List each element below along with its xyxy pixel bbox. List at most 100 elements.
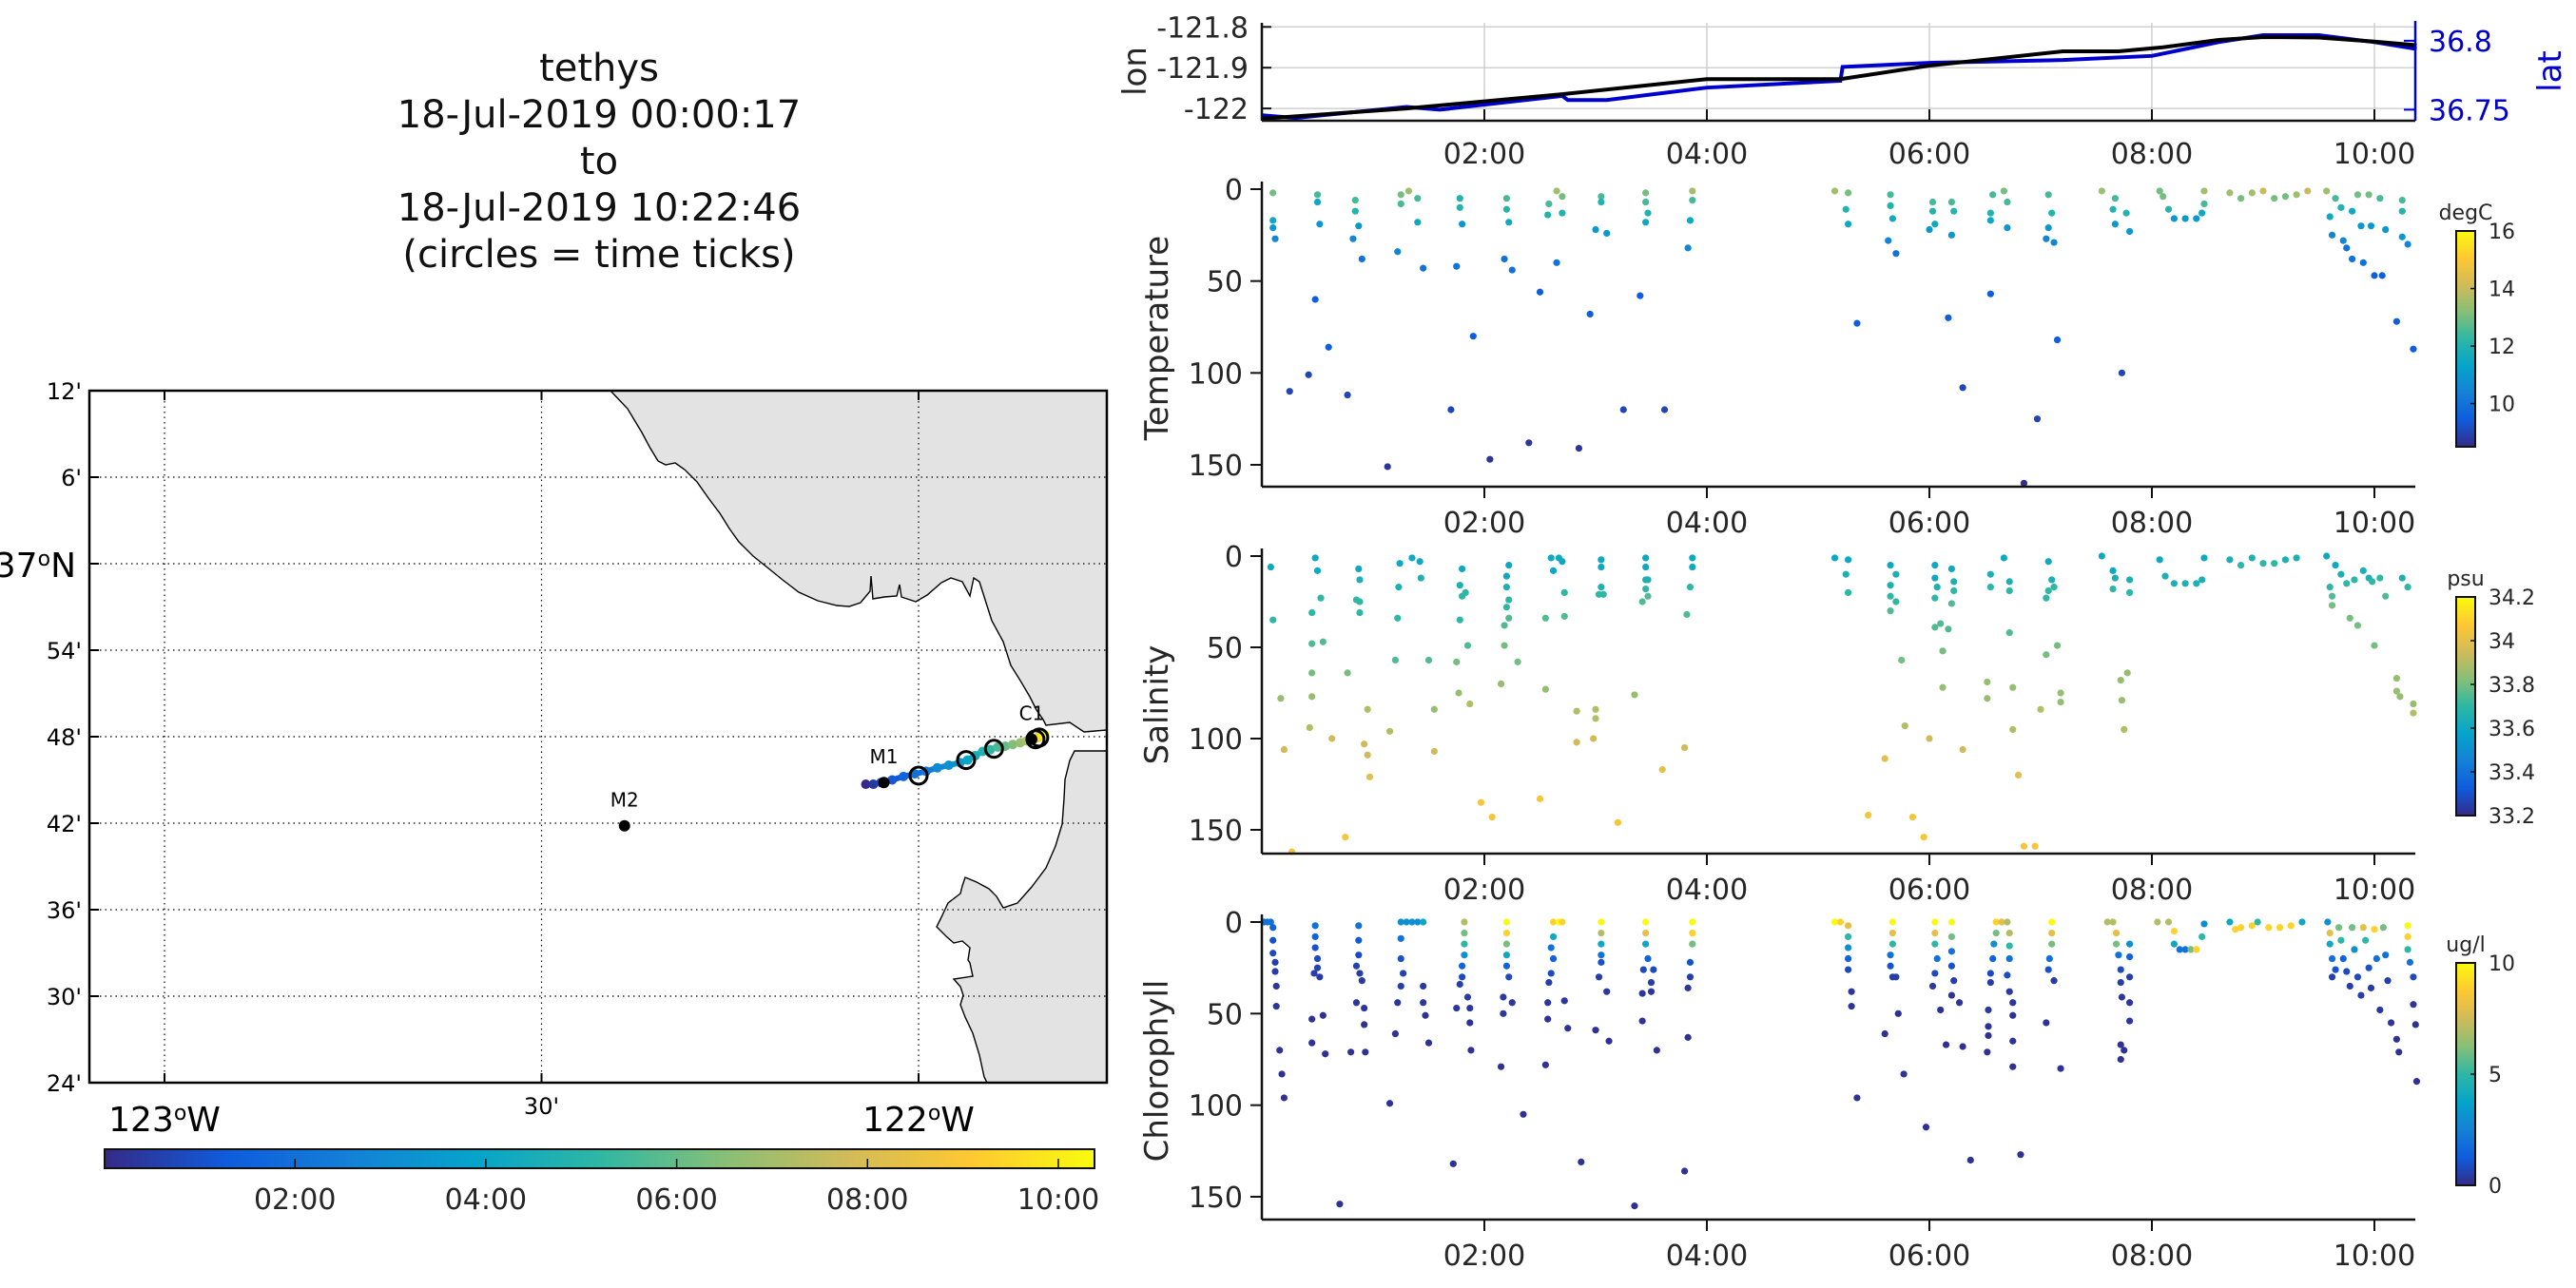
salinity-data-point (2009, 725, 2017, 734)
station-label-m2: M2 (610, 789, 639, 812)
temperature-data-point (2349, 207, 2356, 215)
temperature-data-point (2398, 197, 2406, 204)
temperature-data-point (2226, 189, 2234, 197)
chlorophyll-data-point (1887, 962, 1894, 970)
chlorophyll-data-point (1689, 929, 1696, 937)
chlorophyll-data-point (1900, 1070, 1908, 1078)
chlorophyll-data-point (2328, 954, 2336, 963)
chlorophyll-data-point (2373, 954, 2380, 963)
salinity-data-point (2359, 567, 2367, 574)
salinity-data-point (1560, 612, 1568, 620)
hemisphere: N (50, 547, 76, 586)
temperature-data-point (1689, 197, 1696, 204)
chlorophyll-data-point (1928, 982, 1937, 990)
chlorophyll-data-point (1322, 1050, 1329, 1058)
chlorophyll-data-point (2017, 1151, 2024, 1159)
chlorophyll-data-point (1449, 1160, 1457, 1167)
salinity-data-point (1502, 572, 1510, 580)
salinity-data-point (2031, 842, 2039, 850)
salinity-time-tick-label: 08:00 (2111, 874, 2193, 907)
salinity-data-point (1536, 795, 1544, 802)
chlorophyll-data-point (2004, 971, 2011, 979)
chlorophyll-data-point (2154, 918, 2161, 926)
chlorophyll-data-point (1848, 1003, 1855, 1010)
chlorophyll-data-point (1942, 1041, 1950, 1048)
chlorophyll-data-point (1502, 918, 1510, 926)
salinity-depth-tick-label: 0 (1225, 541, 1243, 574)
temperature-data-point (1544, 211, 1552, 219)
salinity-data-point (1455, 689, 1462, 697)
chlorophyll-data-point (1420, 918, 1427, 926)
chlorophyll-data-point (1686, 973, 1695, 981)
salinity-data-point (1830, 554, 1839, 562)
temperature-data-point (2118, 369, 2126, 376)
salinity-data-point (1502, 584, 1510, 591)
temperature-data-point (2332, 195, 2339, 202)
chlorophyll-data-point (2126, 1017, 2134, 1025)
chlorophyll-data-point (1397, 934, 1404, 942)
temperature-data-point (2004, 198, 2011, 206)
chlorophyll-data-point (1545, 978, 1553, 987)
chlorophyll-data-point (2117, 1041, 2124, 1048)
temperature-data-point (2248, 189, 2256, 197)
chlorophyll-data-point (2410, 1001, 2417, 1009)
temperature-time-tick-label: 02:00 (1443, 507, 1525, 540)
salinity-panel: 0 50 100 150 02:00 04:00 06:00 08:00 10:00 Salini… (1138, 541, 2535, 907)
temperature-data-point (2382, 225, 2390, 234)
temperature-data-point (1931, 221, 1939, 228)
chlorophyll-data-point (1547, 944, 1555, 952)
chlorophyll-colorbar-tick-label: 10 (2489, 952, 2515, 976)
temperature-data-point (1344, 391, 1351, 399)
salinity-data-point (2326, 584, 2334, 591)
chlorophyll-colorbar-tick-label: 5 (2489, 1064, 2502, 1087)
chlorophyll-data-point (1844, 954, 1852, 963)
temperature-data-point (1502, 195, 1510, 202)
temperature-data-point (1456, 195, 1463, 202)
chlorophyll-data-point (1844, 922, 1852, 930)
track-point (985, 744, 996, 755)
map-lat-tick-label: 48' (47, 724, 82, 751)
chlorophyll-data-point (2109, 918, 2117, 926)
salinity-data-point (1459, 592, 1466, 600)
temperature-data-point (2044, 191, 2052, 199)
salinity-data-point (2057, 689, 2064, 697)
salinity-data-point (2328, 592, 2336, 600)
salinity-data-point (1881, 755, 1888, 762)
salinity-data-point (1502, 604, 1510, 611)
chlorophyll-data-point (1422, 1011, 1429, 1019)
salinity-data-point (1396, 560, 1404, 567)
chlorophyll-data-point (2379, 924, 2387, 932)
temperature-data-point (2281, 193, 2289, 201)
salinity-colorbar-tick-label: 33.4 (2489, 761, 2535, 785)
chlorophyll-data-point (1559, 918, 1566, 926)
temperature-data-point (1844, 189, 1852, 197)
chlorophyll-data-point (2170, 928, 2178, 935)
salinity-data-point (2057, 699, 2064, 706)
chlorophyll-data-point (2371, 926, 2378, 933)
temperature-data-point (1830, 187, 1839, 195)
map-lat-tick-label: 36' (47, 897, 82, 924)
salinity-data-point (1560, 588, 1568, 597)
chlorophyll-data-point (1647, 978, 1656, 987)
station-label-c1: C1 (1019, 702, 1045, 725)
chlorophyll-data-point (1598, 952, 1605, 959)
temperature-data-point (1842, 205, 1850, 213)
temperature-data-point (1853, 319, 1861, 327)
salinity-data-point (1642, 585, 1650, 593)
chlorophyll-data-point (2412, 1078, 2421, 1086)
salinity-data-point (1642, 554, 1650, 562)
salinity-data-point (1280, 745, 1288, 754)
salinity-data-point (1394, 614, 1402, 622)
salinity-data-point (1598, 556, 1605, 564)
salinity-data-point (2346, 614, 2353, 622)
salinity-data-point (1865, 812, 1872, 819)
salinity-data-point (1598, 563, 1605, 571)
chlorophyll-data-point (1564, 1025, 1572, 1032)
time-tick-circle (908, 765, 929, 786)
chlorophyll-data-point (1271, 958, 1279, 966)
chlorophyll-data-point (2198, 932, 2206, 941)
temperature-data-point (1486, 455, 1494, 463)
chlorophyll-data-point (1466, 1019, 1474, 1027)
chlorophyll-data-point (1269, 950, 1277, 957)
temperature-data-point (2160, 193, 2167, 201)
